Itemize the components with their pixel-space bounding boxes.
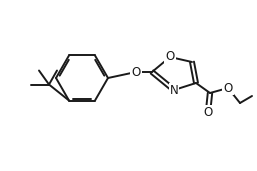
Text: O: O	[203, 106, 213, 119]
Text: O: O	[223, 82, 233, 95]
Text: O: O	[165, 50, 175, 63]
Text: N: N	[170, 83, 178, 96]
Text: O: O	[131, 65, 141, 78]
